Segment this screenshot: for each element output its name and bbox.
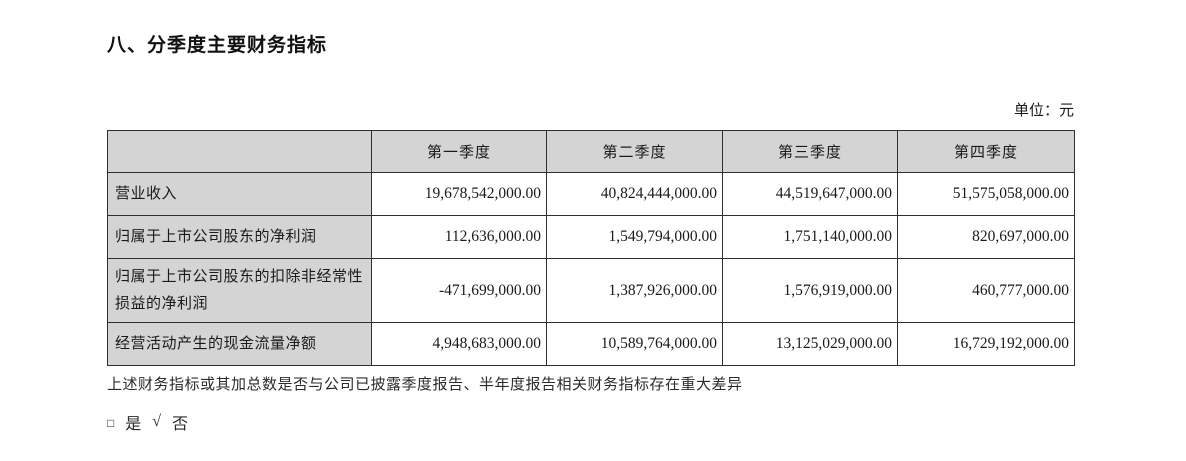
- row-label: 经营活动产生的现金流量净额: [107, 322, 372, 366]
- table-row-operating-cash-flow: 经营活动产生的现金流量净额 4,948,683,000.00 10,589,76…: [107, 322, 1075, 366]
- quarterly-financials-table: 第一季度 第二季度 第三季度 第四季度 营业收入 19,678,542,000.…: [107, 130, 1075, 366]
- row-label: 营业收入: [107, 172, 372, 216]
- yes-no-answer-line: □ 是 √ 否: [107, 410, 188, 434]
- value-cell-q3: 13,125,029,000.00: [722, 322, 898, 366]
- table-header-row: 第一季度 第二季度 第三季度 第四季度: [107, 130, 1075, 173]
- option-no-label: 否: [172, 416, 189, 433]
- value-cell-q2: 1,549,794,000.00: [546, 215, 723, 259]
- value-cell-q2: 10,589,764,000.00: [546, 322, 723, 366]
- table-row-net-profit-excl-nonrecurring: 归属于上市公司股东的扣除非经常性损益的净利润 -471,699,000.00 1…: [107, 258, 1075, 323]
- checkbox-unchecked-icon: □: [107, 415, 115, 430]
- value-cell-q3: 44,519,647,000.00: [722, 172, 898, 216]
- column-header-blank: [107, 130, 372, 173]
- option-yes-label: 是: [125, 416, 142, 433]
- value-cell-q1: 4,948,683,000.00: [371, 322, 547, 366]
- table-row-net-profit: 归属于上市公司股东的净利润 112,636,000.00 1,549,794,0…: [107, 215, 1075, 259]
- value-cell-q2: 40,824,444,000.00: [546, 172, 723, 216]
- value-cell-q1: -471,699,000.00: [371, 258, 547, 323]
- table-row-operating-revenue: 营业收入 19,678,542,000.00 40,824,444,000.00…: [107, 172, 1075, 216]
- column-header-q1: 第一季度: [371, 130, 547, 173]
- value-cell-q4: 820,697,000.00: [897, 215, 1075, 259]
- value-cell-q1: 112,636,000.00: [371, 215, 547, 259]
- unit-label: 单位：元: [1013, 103, 1074, 119]
- value-cell-q4: 460,777,000.00: [897, 258, 1075, 323]
- value-cell-q3: 1,576,919,000.00: [722, 258, 898, 323]
- row-label: 归属于上市公司股东的扣除非经常性损益的净利润: [107, 258, 372, 323]
- column-header-q2: 第二季度: [546, 130, 723, 173]
- column-header-q3: 第三季度: [722, 130, 898, 173]
- value-cell-q3: 1,751,140,000.00: [722, 215, 898, 259]
- section-title: 八、分季度主要财务指标: [107, 35, 328, 56]
- row-label: 归属于上市公司股东的净利润: [107, 215, 372, 259]
- value-cell-q1: 19,678,542,000.00: [371, 172, 547, 216]
- column-header-q4: 第四季度: [897, 130, 1075, 173]
- checkmark-icon: √: [152, 413, 162, 430]
- value-cell-q4: 51,575,058,000.00: [897, 172, 1075, 216]
- value-cell-q2: 1,387,926,000.00: [546, 258, 723, 323]
- value-cell-q4: 16,729,192,000.00: [897, 322, 1075, 366]
- note-text: 上述财务指标或其加总数是否与公司已披露季度报告、半年度报告相关财务指标存在重大差…: [107, 377, 743, 393]
